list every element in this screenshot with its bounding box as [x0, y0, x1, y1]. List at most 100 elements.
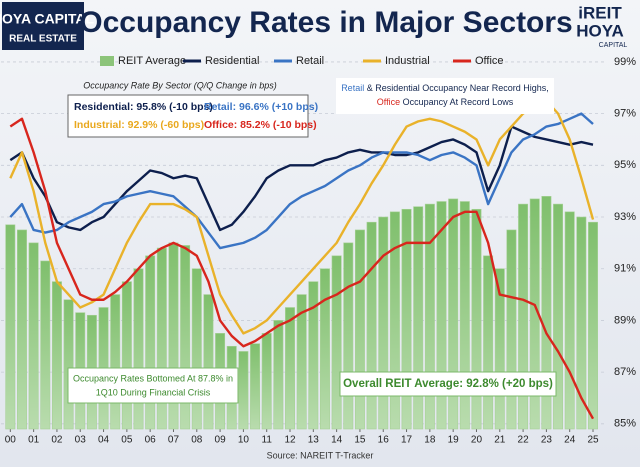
average-note-box: [339, 371, 557, 397]
bar: [436, 201, 447, 430]
note: Office Occupancy At Record Lows: [377, 97, 514, 107]
left-logo-box: [2, 2, 84, 50]
summary-text: Office: 85.2% (-10 bps): [204, 119, 317, 131]
bar: [133, 268, 144, 430]
bar: [448, 198, 459, 430]
bar: [354, 229, 365, 430]
bar: [413, 206, 424, 430]
x-tick-label: 25: [587, 435, 599, 446]
x-tick-label: 06: [145, 435, 157, 446]
bar: [238, 351, 249, 430]
bottom-note: Occupancy Rates Bottomed At 87.8% in: [73, 373, 233, 383]
x-tick-label: 02: [51, 435, 63, 446]
summary-box: [67, 94, 309, 138]
bar: [366, 221, 377, 430]
legend-label: REIT Average: [118, 55, 186, 67]
bar: [17, 229, 27, 430]
bar: [250, 343, 261, 430]
right-logo-text: HOYA: [576, 21, 624, 40]
bar: [63, 299, 74, 430]
bar: [320, 268, 330, 430]
bar: [541, 196, 552, 430]
bar: [378, 216, 389, 430]
bar: [180, 245, 191, 430]
line: [9, 117, 595, 420]
x-tick-label: 11: [262, 435, 273, 446]
line: [9, 112, 594, 250]
y-tick-label: 99%: [614, 56, 636, 68]
bar: [40, 260, 51, 430]
note-part: Occupancy At Record Lows: [400, 97, 514, 107]
x-tick-label: 09: [215, 435, 227, 446]
y-tick-label: 87%: [614, 366, 636, 378]
x-tick-label: 21: [494, 435, 506, 446]
left-logo-sub: REAL ESTATE: [9, 34, 77, 45]
x-tick-label: 24: [564, 435, 576, 446]
bar: [483, 255, 494, 430]
line: [9, 99, 595, 335]
bar: [51, 281, 62, 430]
bar: [424, 203, 435, 430]
note-part: Retail: [341, 83, 364, 93]
legend-label: Industrial: [385, 55, 430, 67]
x-tick-label: 04: [98, 435, 110, 446]
x-tick-label: 03: [75, 435, 87, 446]
x-tick-label: 23: [541, 435, 553, 446]
bar: [401, 208, 412, 430]
bar: [553, 203, 564, 430]
note-box: [336, 78, 554, 114]
left-logo-text: HOYA CAPITAL: [0, 11, 95, 27]
bar: [273, 320, 284, 430]
x-tick-label: 16: [378, 435, 390, 446]
x-tick-label: 08: [191, 435, 203, 446]
x-tick-label: 19: [448, 435, 460, 446]
bar: [506, 229, 517, 430]
bar: [121, 281, 132, 430]
note-part: & Residential Occupancy Near Record High…: [364, 83, 549, 93]
x-tick-label: 10: [238, 435, 250, 446]
x-tick-label: 20: [471, 435, 483, 446]
x-tick-label: 18: [424, 435, 436, 446]
legend-label: Retail: [296, 55, 324, 67]
bar: [296, 294, 307, 430]
legend-label: Office: [475, 55, 504, 67]
x-tick-label: 00: [5, 435, 17, 446]
y-tick-label: 89%: [614, 314, 636, 326]
summary-text: Retail: 96.6% (+10 bps): [204, 101, 318, 113]
y-tick-label: 93%: [614, 211, 636, 223]
bar: [494, 268, 505, 430]
x-tick-label: 05: [121, 435, 133, 446]
chart-title: Occupancy Rates in Major Sectors: [79, 6, 573, 39]
note-part: Office: [377, 97, 400, 107]
line: [9, 125, 594, 232]
bar: [459, 201, 470, 430]
bar: [308, 281, 319, 430]
right-logo-text: iREIT: [578, 3, 622, 22]
summary-text: Industrial: 92.9% (-60 bps): [74, 119, 204, 131]
bar: [588, 221, 598, 430]
x-tick-label: 17: [401, 435, 413, 446]
bar: [389, 211, 400, 430]
bar: [5, 224, 16, 430]
note: Retail & Residential Occupancy Near Reco…: [341, 83, 549, 93]
legend-label: Residential: [205, 55, 259, 67]
bar: [471, 208, 482, 430]
x-tick-label: 14: [331, 435, 343, 446]
legend-swatch: [100, 56, 114, 66]
bar: [261, 333, 272, 430]
bottom-note-box: [67, 367, 239, 404]
x-tick-label: 13: [308, 435, 320, 446]
bar: [343, 242, 354, 430]
y-tick-label: 91%: [614, 263, 636, 275]
source: Source: NAREIT T-Tracker: [267, 450, 374, 460]
bar: [285, 307, 295, 430]
summary-text: Residential: 95.8% (-10 bps): [74, 101, 213, 113]
y-tick-label: 85%: [614, 418, 636, 430]
bar: [564, 211, 575, 430]
y-tick-label: 95%: [614, 159, 636, 171]
subtitle: Occupancy Rate By Sector (Q/Q Change in …: [83, 80, 277, 90]
x-tick-label: 12: [284, 435, 296, 446]
x-tick-label: 07: [168, 435, 180, 446]
right-logo-sub: CAPITAL: [599, 42, 628, 49]
bar: [110, 294, 121, 430]
